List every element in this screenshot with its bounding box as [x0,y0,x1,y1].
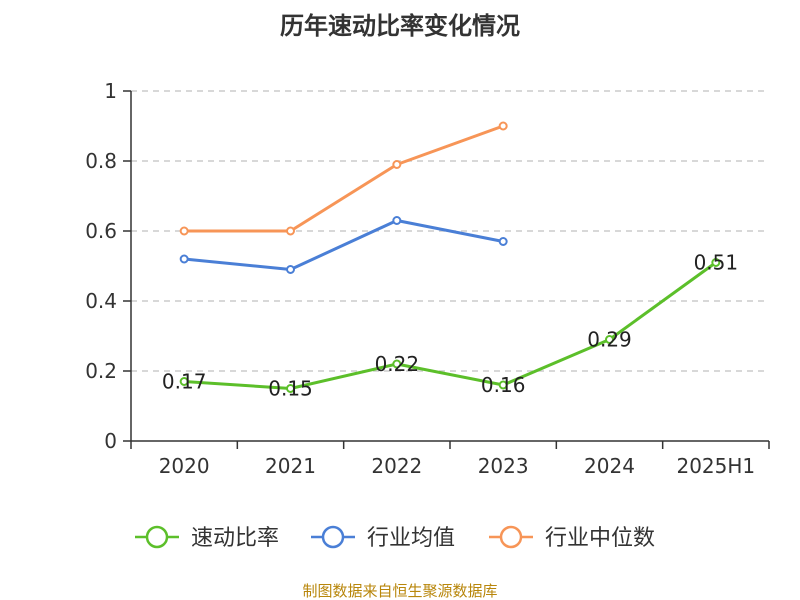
series-line [184,261,717,390]
legend-label: 行业中位数 [545,526,655,551]
data-label: 0.16 [481,373,526,397]
series-layer [179,121,721,393]
legend-marker [145,525,169,549]
y-tick-label: 0.6 [85,219,117,243]
y-tick-label: 0 [104,429,117,453]
legend-marker [499,525,523,549]
x-tick-label: 2022 [371,454,422,478]
y-tick-label: 0.4 [85,289,117,313]
y-tick-label: 0.2 [85,359,117,383]
legend-label: 行业均值 [367,526,455,551]
data-point [286,226,295,236]
data-label: 0.22 [375,352,420,376]
y-tick-label: 1 [104,79,117,103]
x-tick-label: 2023 [478,454,529,478]
data-point [286,265,295,274]
x-tick-label: 2021 [265,454,316,478]
data-point [392,216,402,225]
data-point [179,226,189,236]
data-labels: 0.17 0.15 0.22 0.16 0.29 0.51 [162,251,738,401]
x-tick-label: 2024 [584,454,635,478]
data-point [605,335,614,344]
data-point [179,377,189,386]
data-point [498,121,508,131]
data-point [392,160,402,169]
data-point [286,384,295,393]
data-label: 0.17 [162,370,207,394]
legend-label: 速动比率 [191,526,279,551]
x-tick-label: 2025H1 [676,454,755,478]
data-point [392,359,402,369]
data-point [498,237,508,246]
data-point [498,380,508,390]
chart-title: 历年速动比率变化情况 [280,12,520,40]
legend-marker [321,525,345,549]
source-note: 制图数据来自恒生聚源数据库 [302,582,497,600]
data-label: 0.29 [587,328,632,352]
series-line [184,124,504,233]
data-label: 0.15 [268,377,313,401]
data-point [179,254,189,264]
legend: 速动比率 行业均值 行业中位数 [135,525,655,551]
y-tick-label: 0.8 [85,149,117,173]
axes: 0 0.2 0.4 0.6 0.8 1 2020 2021 2022 2023 2024 2025H1 [85,79,770,478]
series-line [184,219,504,271]
x-tick-label: 2020 [159,454,210,478]
data-label: 0.51 [694,251,739,275]
data-point [711,258,721,267]
